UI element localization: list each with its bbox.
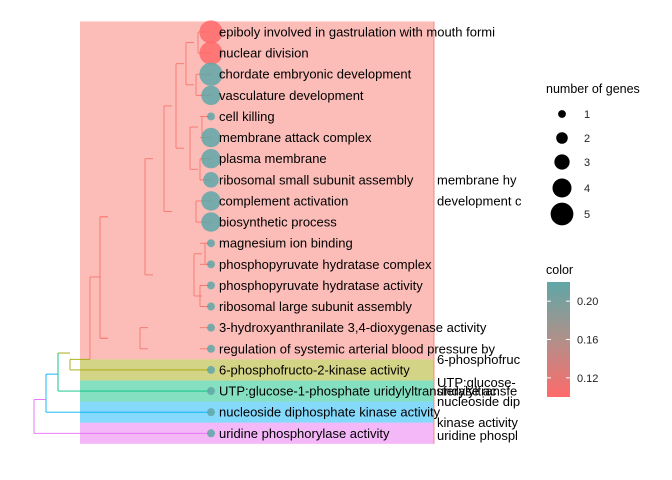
term-label: regulation of systemic arterial blood pr… xyxy=(219,341,496,356)
term-point xyxy=(207,112,215,121)
term-point xyxy=(207,323,215,332)
term-point xyxy=(207,260,215,269)
term-labels: epiboly involved in gastrulation with mo… xyxy=(219,25,497,441)
term-label: phosphopyruvate hydratase activity xyxy=(219,278,423,293)
term-point xyxy=(207,239,215,248)
cluster-label: nucleoside dip xyxy=(437,394,520,409)
term-point xyxy=(207,302,215,311)
term-point xyxy=(199,62,223,86)
term-label: uridine phosphorylase activity xyxy=(219,426,390,441)
cluster-label: uridylyltransfe xyxy=(437,384,517,399)
term-label: vasculature development xyxy=(219,88,364,103)
term-label: 3-hydroxyanthranilate 3,4-dioxygenase ac… xyxy=(219,320,487,335)
term-point xyxy=(207,387,215,396)
term-label: 6-phosphofructo-2-kinase activity xyxy=(219,362,410,377)
color-legend-tick-label: 0.12 xyxy=(577,373,598,385)
cluster-label: development c xyxy=(437,193,522,208)
cluster-band-4 xyxy=(80,401,434,423)
term-label: membrane attack complex xyxy=(219,130,372,145)
term-label: epiboly involved in gastrulation with mo… xyxy=(219,25,495,40)
size-legend-key xyxy=(552,178,572,198)
term-label: magnesium ion binding xyxy=(219,236,353,251)
cluster-band-3 xyxy=(80,380,434,402)
size-legend-title: number of genes xyxy=(546,82,640,96)
term-point xyxy=(201,85,221,106)
term-label: ribosomal large subunit assembly xyxy=(219,299,412,314)
size-legend-label: 2 xyxy=(584,133,590,145)
size-legend-label: 3 xyxy=(584,157,590,169)
size-legend-label: 5 xyxy=(584,209,590,221)
term-point xyxy=(201,127,221,148)
term-label: complement activation xyxy=(219,193,348,208)
cluster-labels: membrane hy development c 6-phosphofruc UTP… xyxy=(437,172,522,443)
term-point xyxy=(207,408,215,417)
cluster-band-1 xyxy=(80,21,434,360)
term-label: phosphopyruvate hydratase complex xyxy=(219,257,432,272)
term-label: chordate embryonic development xyxy=(219,67,412,82)
size-legend-key xyxy=(554,154,570,170)
term-label: UTP:glucose-1-phosphate uridylyltransfer… xyxy=(219,384,497,399)
term-point xyxy=(201,149,221,169)
color-legend-bar xyxy=(547,282,570,397)
cluster-label: uridine phospl xyxy=(437,428,518,443)
cluster-label: membrane hy xyxy=(437,172,517,187)
size-legend-key xyxy=(550,202,574,226)
term-point xyxy=(207,281,215,290)
term-points xyxy=(199,20,223,438)
cluster-label: UTP:glucose- xyxy=(437,375,516,390)
size-legend-key xyxy=(556,132,568,144)
term-point xyxy=(203,172,219,188)
cluster-label: kinase activity xyxy=(437,415,518,430)
term-point xyxy=(207,365,215,374)
term-label: biosynthetic process xyxy=(219,215,337,230)
term-label: plasma membrane xyxy=(219,151,327,166)
term-point xyxy=(199,20,223,44)
term-label: nucleoside diphosphate kinase activity xyxy=(219,405,441,420)
cluster-band-5 xyxy=(80,422,434,444)
color-legend-tick-label: 0.20 xyxy=(577,296,598,308)
color-legend: color 0.12 0.16 0.20 xyxy=(546,263,598,397)
term-label: nuclear division xyxy=(219,46,309,61)
term-point xyxy=(207,429,215,438)
cluster-band-2 xyxy=(80,359,434,381)
size-legend: number of genes 1 2 3 4 5 xyxy=(546,82,640,226)
size-legend-key xyxy=(558,110,566,118)
term-point xyxy=(201,212,221,232)
size-legend-label: 1 xyxy=(584,109,590,121)
term-point xyxy=(199,41,223,65)
cluster-label: 6-phosphofruc xyxy=(437,352,521,367)
term-point xyxy=(207,344,215,353)
size-legend-label: 4 xyxy=(584,183,590,195)
term-label: cell killing xyxy=(219,109,275,124)
color-legend-title: color xyxy=(546,263,573,277)
color-legend-tick-label: 0.16 xyxy=(577,335,598,347)
cluster-bands xyxy=(80,21,435,444)
term-point xyxy=(201,191,221,211)
term-label: ribosomal small subunit assembly xyxy=(219,172,414,187)
